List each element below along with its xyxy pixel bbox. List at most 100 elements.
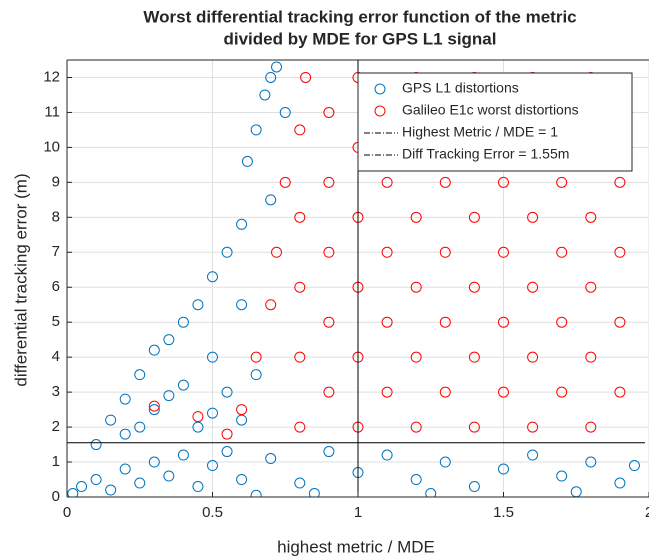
point xyxy=(468,481,480,493)
legend-marker xyxy=(374,83,386,95)
point xyxy=(207,351,218,363)
point xyxy=(90,474,102,486)
point xyxy=(265,453,277,465)
y-tick-label: 1 xyxy=(52,453,60,470)
legend-marker xyxy=(374,105,386,117)
point xyxy=(527,211,539,223)
y-tick-label: 11 xyxy=(44,103,60,120)
point xyxy=(410,351,422,363)
axes: 00.511.520123456789101112 xyxy=(43,59,649,521)
point xyxy=(148,400,160,412)
point xyxy=(498,463,509,475)
point xyxy=(323,246,335,258)
point xyxy=(556,316,568,328)
point xyxy=(439,176,451,188)
y-tick-label: 7 xyxy=(52,243,60,260)
point xyxy=(67,488,79,497)
legend: GPS L1 distortions Galileo E1c worst dist… xyxy=(357,72,633,172)
chart-title: Worst differential tracking error functi… xyxy=(143,7,576,26)
legend-label: Galileo E1c worst distortions xyxy=(402,102,579,118)
point xyxy=(250,369,262,381)
y-axis-label: differential tracking error (m) xyxy=(11,173,30,386)
point xyxy=(556,176,568,188)
point xyxy=(294,351,306,363)
point xyxy=(294,124,306,136)
y-tick-label: 9 xyxy=(52,173,60,190)
point xyxy=(323,446,335,458)
point xyxy=(279,176,291,188)
point xyxy=(614,176,626,188)
point xyxy=(381,246,393,258)
point xyxy=(265,299,277,311)
point xyxy=(410,474,422,486)
point xyxy=(148,344,160,356)
point xyxy=(163,470,175,482)
point xyxy=(439,456,451,468)
point xyxy=(381,449,393,461)
point xyxy=(527,421,539,433)
point xyxy=(323,176,335,188)
point xyxy=(468,281,480,293)
point xyxy=(265,194,277,206)
point xyxy=(236,414,248,426)
point xyxy=(585,456,597,468)
point xyxy=(468,351,480,363)
point xyxy=(614,316,626,328)
y-tick-label: 4 xyxy=(52,348,60,365)
point xyxy=(323,316,335,328)
point xyxy=(308,488,320,497)
point xyxy=(556,470,568,482)
point xyxy=(192,299,204,311)
point xyxy=(294,421,306,433)
x-tick-label: 1.5 xyxy=(493,504,514,521)
point xyxy=(410,421,422,433)
point xyxy=(90,439,102,451)
point xyxy=(192,481,204,493)
point xyxy=(207,271,218,283)
point xyxy=(221,386,233,398)
point xyxy=(236,404,248,416)
point xyxy=(148,404,160,416)
point xyxy=(119,428,131,440)
point xyxy=(323,106,335,118)
y-tick-label: 8 xyxy=(52,208,60,225)
y-tick-label: 2 xyxy=(52,418,60,435)
point xyxy=(192,411,204,423)
legend-label: GPS L1 distortions xyxy=(402,80,519,96)
point xyxy=(439,246,451,258)
point xyxy=(556,386,568,398)
point xyxy=(585,421,597,433)
point xyxy=(468,421,480,433)
point xyxy=(236,299,248,311)
point xyxy=(410,211,422,223)
point xyxy=(381,176,393,188)
point xyxy=(105,484,117,496)
point xyxy=(439,386,451,398)
point xyxy=(119,393,131,405)
point xyxy=(259,89,271,101)
point xyxy=(163,334,175,346)
point xyxy=(498,176,509,188)
chart-title: divided by MDE for GPS L1 signal xyxy=(224,29,497,48)
point xyxy=(498,386,509,398)
point xyxy=(527,281,539,293)
y-tick-label: 12 xyxy=(43,68,60,85)
point xyxy=(134,421,146,433)
point xyxy=(527,351,539,363)
point xyxy=(410,281,422,293)
point xyxy=(498,246,509,258)
point xyxy=(134,477,146,489)
point xyxy=(527,449,539,461)
point xyxy=(177,316,189,328)
point xyxy=(614,477,626,489)
x-tick-label: 0 xyxy=(63,504,71,521)
point xyxy=(628,460,640,472)
point xyxy=(250,489,262,497)
point xyxy=(585,281,597,293)
point xyxy=(163,390,175,402)
point xyxy=(236,474,248,486)
point xyxy=(250,351,262,363)
point xyxy=(323,386,335,398)
legend-label: Highest Metric / MDE = 1 xyxy=(402,124,558,140)
